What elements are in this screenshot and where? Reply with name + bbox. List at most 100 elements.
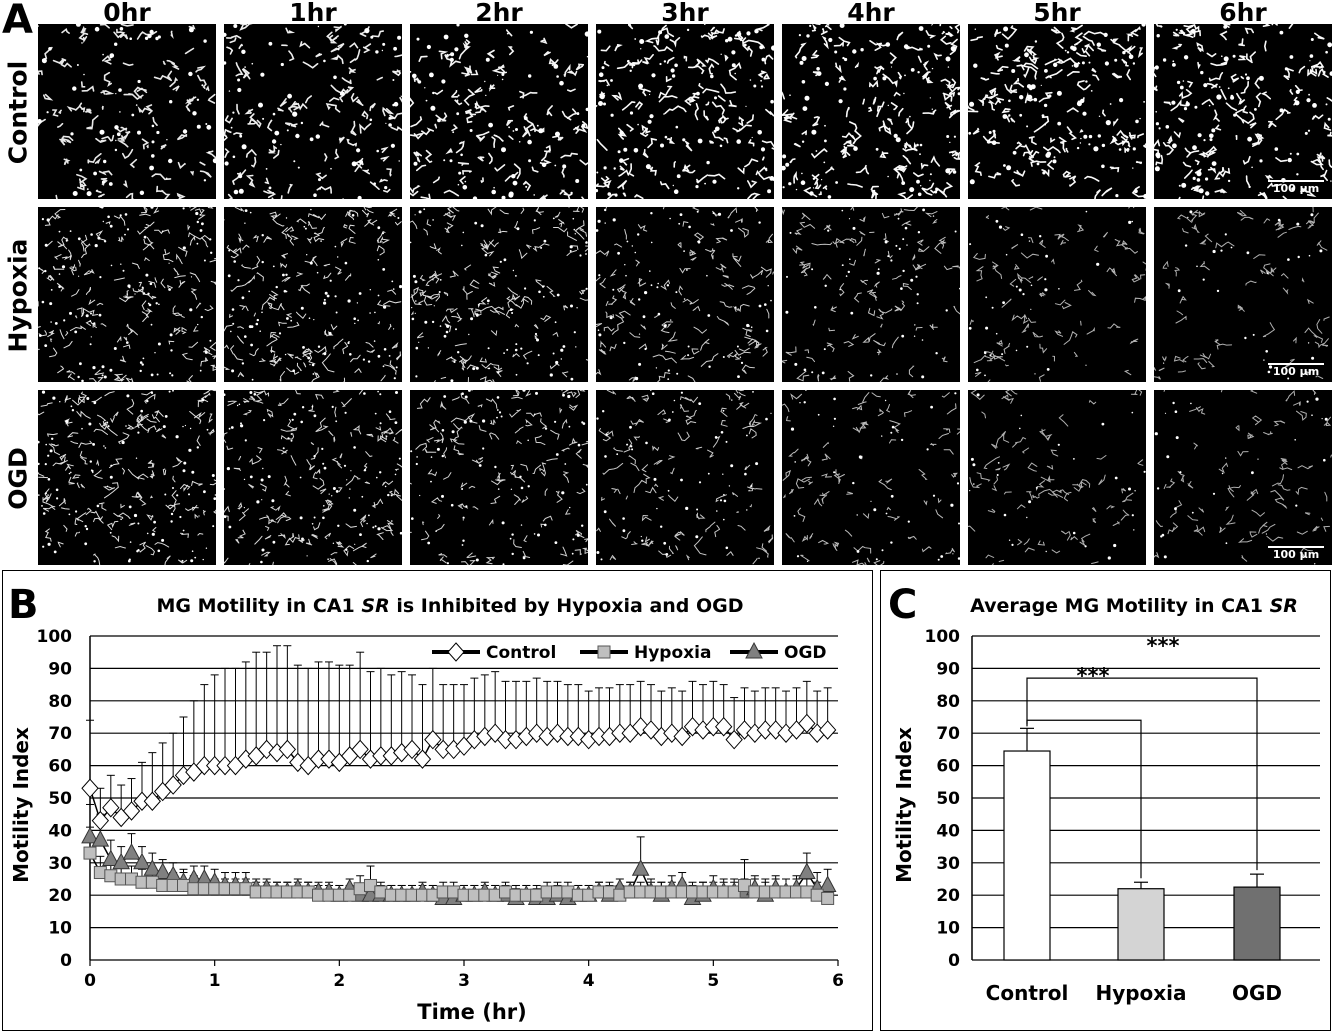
microglia-cell bbox=[70, 405, 73, 408]
legend-marker-hypoxia bbox=[597, 645, 611, 659]
x-tick-label: 2 bbox=[333, 971, 345, 991]
column-label-1hr: 1hr bbox=[289, 0, 337, 27]
microglia-cell bbox=[293, 412, 297, 416]
microglia-cell bbox=[1135, 119, 1139, 124]
panel-c-ylabel: Motility Index bbox=[892, 727, 916, 883]
microglia-cell bbox=[909, 115, 911, 118]
microglia-cell bbox=[382, 268, 386, 271]
microglia-cell bbox=[739, 128, 741, 130]
microglia-cell bbox=[667, 489, 670, 492]
microglia-cell bbox=[816, 71, 822, 76]
microglia-cell bbox=[552, 217, 555, 220]
panel-c-title: Average MG Motility in CA1 SR bbox=[970, 595, 1298, 617]
microglia-cell bbox=[640, 48, 642, 50]
microglia-cell bbox=[144, 36, 149, 40]
microglia-cell bbox=[1227, 179, 1231, 183]
microglia-cell bbox=[197, 323, 199, 326]
microglia-cell bbox=[38, 462, 40, 466]
microglia-cell bbox=[255, 322, 259, 326]
microglia-cell bbox=[452, 131, 455, 134]
microglia-cell bbox=[704, 182, 706, 185]
significance-hypoxia-label: *** bbox=[1077, 664, 1110, 688]
microglia-cell bbox=[910, 278, 914, 282]
microglia-cell bbox=[457, 183, 460, 186]
microglia-cell bbox=[1259, 159, 1263, 163]
y-tick-label: 60 bbox=[936, 757, 960, 777]
microglia-cell bbox=[555, 360, 559, 365]
microglia-cell bbox=[432, 219, 434, 221]
microglia-cell bbox=[349, 488, 351, 490]
microglia-cell bbox=[323, 505, 325, 507]
microglia-cell bbox=[232, 111, 235, 114]
microglia-cell bbox=[206, 124, 212, 130]
microglia-cell bbox=[882, 76, 887, 81]
microglia-cell bbox=[44, 344, 48, 347]
microglia-cell bbox=[224, 393, 226, 396]
microglia-cell bbox=[188, 448, 192, 452]
microglia-cell bbox=[475, 366, 479, 370]
microglia-cell bbox=[134, 293, 136, 295]
microglia-processes bbox=[782, 390, 960, 565]
microglia-processes bbox=[410, 390, 588, 565]
microglia-cell bbox=[554, 321, 557, 324]
microglia-cell bbox=[343, 464, 347, 467]
microglia-cell bbox=[90, 233, 93, 236]
microglia-texture bbox=[968, 390, 1146, 565]
microglia-cell bbox=[272, 540, 276, 544]
microglia-cell bbox=[241, 296, 245, 300]
microglia-cell bbox=[1327, 117, 1331, 121]
microglia-cell bbox=[416, 37, 420, 41]
microglia-cell bbox=[182, 207, 185, 210]
panel-a-letter: A bbox=[2, 0, 33, 43]
microglia-cell bbox=[267, 475, 271, 479]
microglia-cell bbox=[1192, 145, 1197, 151]
microglia-cell bbox=[1265, 350, 1268, 353]
microglia-cell bbox=[1154, 432, 1158, 436]
microglia-cell bbox=[383, 348, 387, 351]
microglia-cell bbox=[969, 179, 975, 185]
microglia-cell bbox=[388, 410, 392, 413]
microglia-cell bbox=[917, 231, 921, 234]
microglia-cell bbox=[913, 335, 916, 337]
microglia-cell bbox=[992, 129, 996, 133]
microglia-cell bbox=[348, 497, 350, 499]
microglia-cell bbox=[1044, 123, 1047, 126]
microglia-cell bbox=[1323, 458, 1326, 462]
point-ogd bbox=[122, 843, 141, 860]
microglia-cell bbox=[136, 550, 139, 553]
microglia-cell bbox=[697, 138, 703, 144]
panel-b-series bbox=[81, 713, 837, 905]
microglia-cell bbox=[1223, 56, 1229, 62]
microglia-cell bbox=[617, 150, 621, 154]
microglia-cell bbox=[41, 300, 45, 304]
microglia-cell bbox=[945, 56, 951, 62]
microglia-cell bbox=[1035, 486, 1038, 489]
panel-b-title: MG Motility in CA1 SR is Inhibited by Hy… bbox=[156, 595, 743, 617]
microglia-cell bbox=[568, 207, 570, 208]
microglia-cell bbox=[413, 161, 418, 166]
microglia-cell bbox=[715, 126, 720, 132]
point-ogd bbox=[631, 859, 650, 876]
microglia-texture bbox=[1154, 207, 1330, 380]
microglia-cell bbox=[432, 91, 435, 95]
microglia-cell bbox=[128, 286, 131, 289]
microglia-cell bbox=[534, 332, 538, 336]
microglia-cell bbox=[714, 436, 718, 439]
microglia-cell bbox=[1034, 40, 1038, 43]
microglia-cell bbox=[461, 488, 464, 490]
microglia-cell bbox=[1181, 182, 1187, 188]
microglia-cell bbox=[953, 135, 956, 138]
microglia-cell bbox=[284, 353, 287, 356]
microglia-cell bbox=[108, 182, 113, 186]
microglia-cell bbox=[89, 343, 92, 346]
microglia-cell bbox=[722, 473, 724, 475]
microglia-cell bbox=[549, 373, 553, 377]
microglia-cell bbox=[847, 270, 850, 274]
microglia-cell bbox=[309, 261, 313, 265]
microglia-cell bbox=[750, 326, 753, 328]
microglia-cell bbox=[271, 499, 275, 503]
microglia-cell bbox=[1020, 414, 1023, 417]
microglia-cell bbox=[1042, 171, 1046, 175]
microglia-cell bbox=[395, 366, 398, 369]
microglia-cell bbox=[377, 294, 380, 297]
